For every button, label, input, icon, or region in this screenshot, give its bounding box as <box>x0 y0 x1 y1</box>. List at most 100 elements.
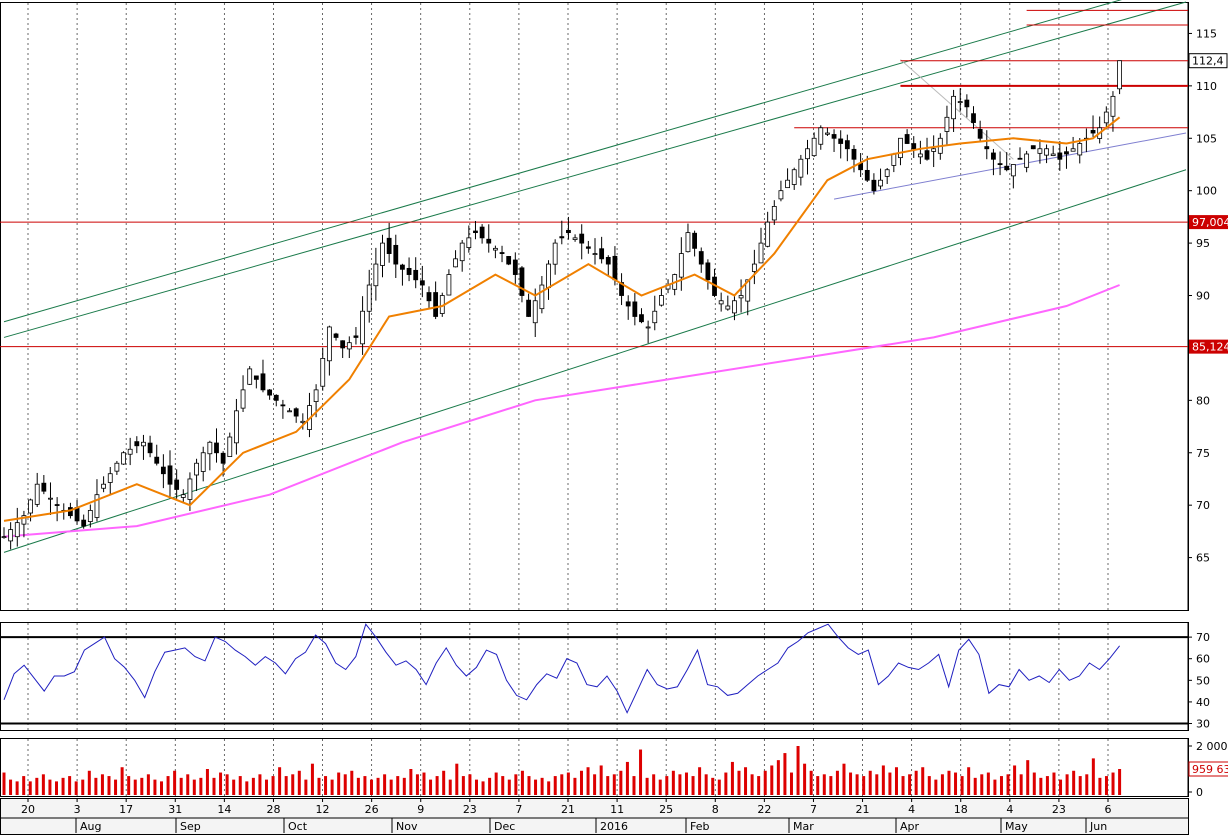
candle-body <box>751 263 757 272</box>
oscillator-frame <box>0 622 1189 731</box>
volume-last-tag <box>1188 761 1228 777</box>
candle-body <box>340 340 346 349</box>
volume-bar <box>1098 777 1102 795</box>
volume-bar <box>271 776 275 795</box>
volume-bar <box>1085 774 1089 795</box>
volume-bar <box>835 770 839 795</box>
candle-body <box>765 221 771 247</box>
candle-body <box>685 232 691 253</box>
candle-body <box>101 483 107 489</box>
candle-body <box>260 373 266 391</box>
month-label: Aug <box>80 820 101 833</box>
volume-bar <box>566 772 570 795</box>
candle-body <box>884 169 890 177</box>
volume-bar <box>435 776 439 795</box>
day-label: 11 <box>610 803 624 816</box>
volume-bar <box>304 779 308 795</box>
candle-body <box>247 368 253 385</box>
candle-body <box>957 101 963 103</box>
candle-body <box>532 300 538 324</box>
volume-bar <box>881 765 885 795</box>
candle-body <box>433 292 439 317</box>
volume-bar <box>730 761 734 795</box>
candle-body <box>911 143 917 150</box>
candle-body <box>446 274 452 296</box>
candle-body <box>818 127 824 145</box>
volume-bar <box>684 772 688 795</box>
volume-bar <box>205 769 209 795</box>
candle-body <box>546 263 551 289</box>
volume-bar <box>671 770 675 795</box>
volume-bar <box>829 776 833 795</box>
candle-body <box>851 148 857 160</box>
volume-bar <box>954 772 958 795</box>
volume-bar <box>678 774 682 795</box>
candle-body <box>1077 143 1083 156</box>
day-label: 17 <box>119 803 133 816</box>
volume-bar <box>573 777 577 795</box>
volume-bar <box>363 776 367 795</box>
candle-body <box>220 452 226 464</box>
volume-bar <box>28 781 32 795</box>
volume-bar <box>396 776 400 795</box>
candle-body <box>400 264 405 270</box>
month-label: May <box>1005 820 1028 833</box>
candle-body <box>413 269 419 281</box>
candle-body <box>519 267 525 296</box>
y-tick-label: 105 <box>1196 132 1217 145</box>
candle-body <box>944 116 950 132</box>
volume-bar <box>389 779 393 795</box>
y-tick-label: 115 <box>1196 27 1217 40</box>
candle-body <box>659 295 664 306</box>
candle-body <box>632 301 638 317</box>
volume-bar <box>534 779 538 795</box>
volume-bar <box>921 767 925 795</box>
volume-bar <box>1111 772 1115 795</box>
day-label: 6 <box>1105 803 1112 816</box>
oscillator-line <box>3 623 1120 714</box>
volume-panel: 2 000 00 0 959 63 <box>0 738 1228 799</box>
candle-body <box>526 299 531 317</box>
volume-bar <box>2 772 6 795</box>
volume-bar <box>1019 774 1023 795</box>
candle-body <box>625 301 631 307</box>
time-axis-frame <box>0 798 1189 835</box>
volume-bar <box>1026 760 1030 795</box>
volume-bar <box>100 774 104 795</box>
osc-y-tick-label: 40 <box>1196 696 1210 709</box>
price-level-label: 97,004 <box>1192 216 1228 229</box>
candle-body <box>41 482 47 492</box>
month-label: Mar <box>793 820 814 833</box>
volume-bar <box>1032 772 1036 795</box>
volume-bar <box>120 767 124 795</box>
candle-body <box>718 300 724 305</box>
volume-bar <box>803 763 807 795</box>
candle-body <box>1 536 7 539</box>
candle-body <box>180 494 186 498</box>
volume-bar <box>1039 777 1043 795</box>
volume-bar <box>652 774 656 795</box>
volume-bar <box>74 781 78 795</box>
y-tick-label: 75 <box>1196 447 1210 460</box>
ma200-line <box>3 284 1120 538</box>
candle-body <box>74 507 80 522</box>
vol-y-tick-label: 0 <box>1196 786 1203 799</box>
volume-bar <box>251 777 255 795</box>
y-tick-label: 100 <box>1196 185 1217 198</box>
volume-bar <box>1065 774 1069 795</box>
candle-body <box>1004 165 1010 171</box>
volume-bar <box>960 776 964 795</box>
candle-body <box>333 333 339 338</box>
volume-last-label: 959 63 <box>1192 763 1228 776</box>
candle-body <box>459 242 465 262</box>
volume-bar <box>173 770 177 795</box>
volume-bar <box>343 774 347 795</box>
volume-bar <box>192 779 196 795</box>
volume-bar <box>494 772 498 795</box>
candle-body <box>406 267 412 275</box>
day-label: 4 <box>908 803 915 816</box>
volume-bar <box>225 774 229 795</box>
volume-bar <box>402 777 406 795</box>
osc-y-tick-label: 70 <box>1196 631 1210 644</box>
day-label: 23 <box>463 803 477 816</box>
